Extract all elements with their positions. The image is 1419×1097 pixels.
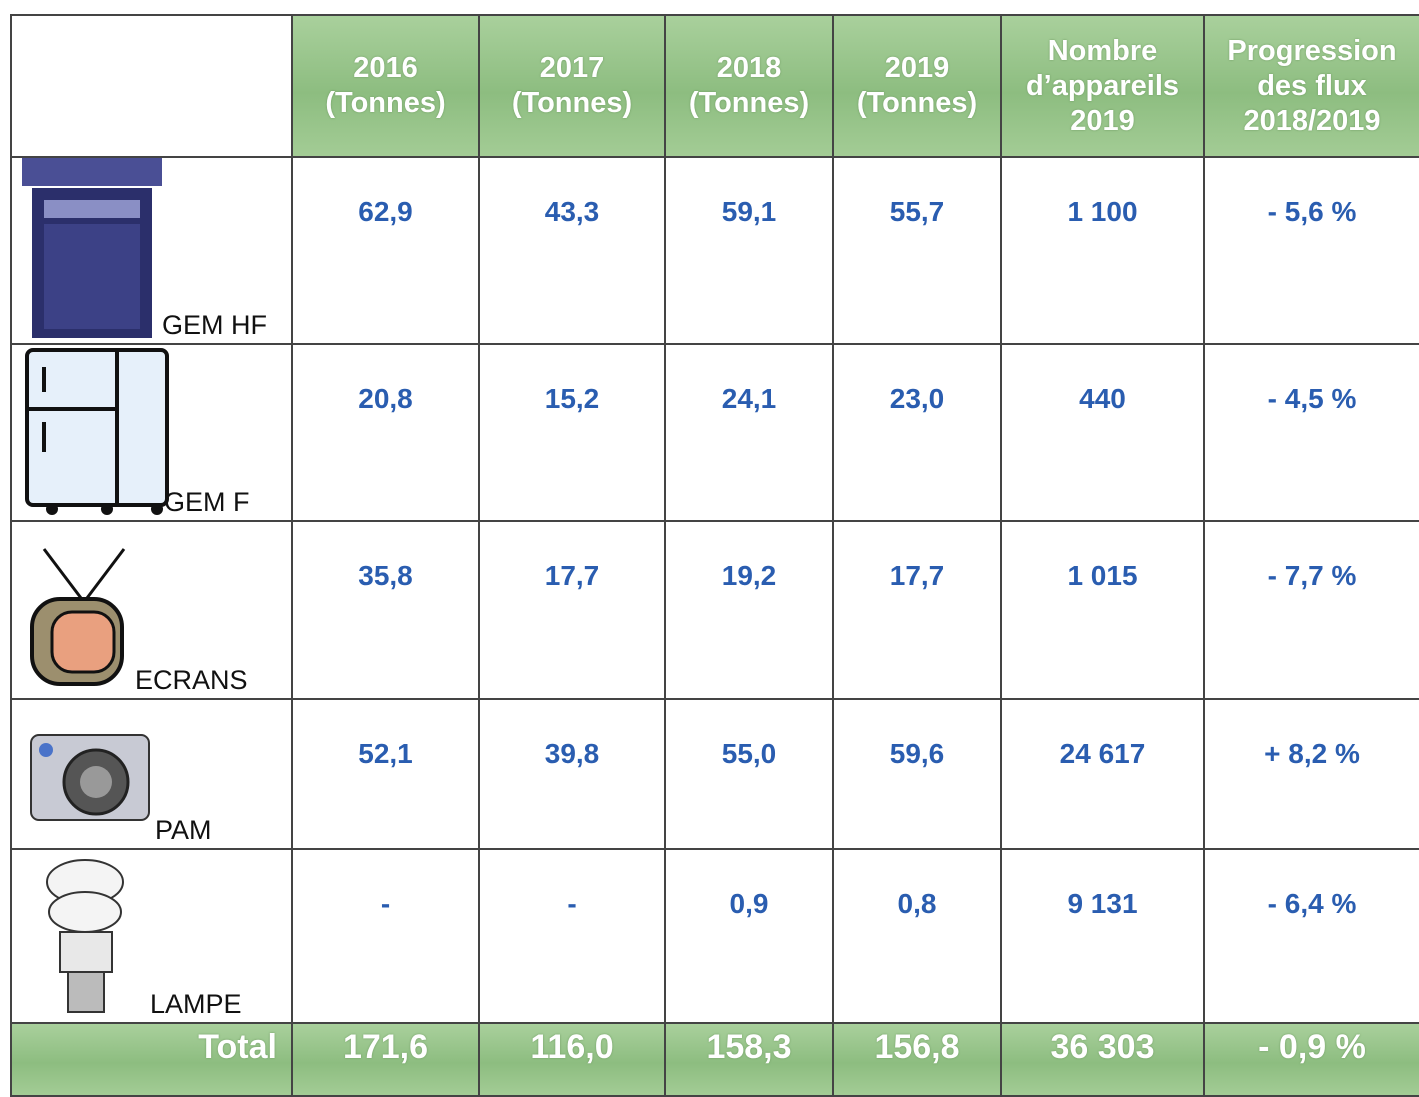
header-cell: 2018 (Tonnes)	[664, 14, 834, 158]
value-cell: 20,8	[291, 343, 480, 522]
header-row: 2016 (Tonnes) 2017 (Tonnes) 2018 (Tonnes) 2…	[10, 14, 1419, 158]
value-cell: 19,2	[664, 520, 834, 700]
value-cell: 24,1	[664, 343, 834, 522]
row-label: ECRANS	[135, 665, 248, 695]
row: PAM 52,1 39,8 55,0 59,6 24 617 + 8,2 %	[10, 698, 1419, 850]
total-cell: 36 303	[1000, 1022, 1205, 1097]
total-label: Total	[10, 1022, 293, 1097]
row-label: GEM F	[164, 487, 250, 517]
header-cell: Progression des flux 2018/2019	[1203, 14, 1419, 158]
value-cell: 17,7	[478, 520, 666, 700]
value-cell: 55,0	[664, 698, 834, 850]
value-cell: -	[478, 848, 666, 1024]
value-cell: 17,7	[832, 520, 1002, 700]
header-cell: 2016 (Tonnes)	[291, 14, 480, 158]
bulb-icon	[46, 859, 124, 1013]
value-cell: 59,1	[664, 156, 834, 345]
value-cell: 24 617	[1000, 698, 1205, 850]
total-cell: - 0,9 %	[1203, 1022, 1419, 1097]
total-cell: 156,8	[832, 1022, 1002, 1097]
value-cell: 59,6	[832, 698, 1002, 850]
header-cell: 2019 (Tonnes)	[832, 14, 1002, 158]
value-cell: 52,1	[291, 698, 480, 850]
value-cell: 39,8	[478, 698, 666, 850]
label-cell: LAMPE	[10, 848, 293, 1024]
value-cell: 440	[1000, 343, 1205, 522]
header-cell: 2017 (Tonnes)	[478, 14, 666, 158]
row-label: LAMPE	[150, 989, 242, 1019]
total-cell: 158,3	[664, 1022, 834, 1097]
corner-cell	[10, 14, 293, 158]
header-cell: Nombre d’appareils 2019	[1000, 14, 1205, 158]
value-cell: - 6,4 %	[1203, 848, 1419, 1024]
camera-icon	[30, 734, 150, 821]
value-cell: 43,3	[478, 156, 666, 345]
value-cell: 35,8	[291, 520, 480, 700]
value-cell: 0,8	[832, 848, 1002, 1024]
value-cell: 9 131	[1000, 848, 1205, 1024]
table: 2016 (Tonnes) 2017 (Tonnes) 2018 (Tonnes) 2…	[10, 14, 1419, 1097]
row-label: PAM	[155, 815, 212, 845]
label-cell: ECRANS	[10, 520, 293, 700]
row: GEM F 20,8 15,2 24,1 23,0 440- 4,5 %	[10, 343, 1419, 522]
value-cell: 23,0	[832, 343, 1002, 522]
row: GEM HF 62,9 43,3 59,1 55,7 1 100- 5,6 %	[10, 156, 1419, 345]
row: LAMPE - -0,9 0,8 9 131- 6,4 %	[10, 848, 1419, 1024]
value-cell: 1 015	[1000, 520, 1205, 700]
total-cell: 171,6	[291, 1022, 480, 1097]
tv-icon	[30, 548, 126, 686]
value-cell: 62,9	[291, 156, 480, 345]
total-row: Total 171,6 116,0 158,3 156,8 36 303- 0,9 %	[10, 1022, 1419, 1097]
value-cell: + 8,2 %	[1203, 698, 1419, 850]
value-cell: 55,7	[832, 156, 1002, 345]
value-cell: -	[291, 848, 480, 1024]
value-cell: 0,9	[664, 848, 834, 1024]
dishwasher-icon	[22, 159, 162, 338]
row: ECRANS 35,8 17,7 19,2 17,7 1 015- 7,7 %	[10, 520, 1419, 700]
label-cell: GEM HF	[10, 156, 293, 345]
value-cell: - 4,5 %	[1203, 343, 1419, 522]
value-cell: 1 100	[1000, 156, 1205, 345]
label-cell: PAM	[10, 698, 293, 850]
label-cell: GEM F	[10, 343, 293, 522]
value-cell: - 7,7 %	[1203, 520, 1419, 700]
total-cell: 116,0	[478, 1022, 666, 1097]
row-label: GEM HF	[162, 310, 267, 340]
value-cell: 15,2	[478, 343, 666, 522]
value-cell: - 5,6 %	[1203, 156, 1419, 345]
fridge-icon	[25, 348, 169, 515]
